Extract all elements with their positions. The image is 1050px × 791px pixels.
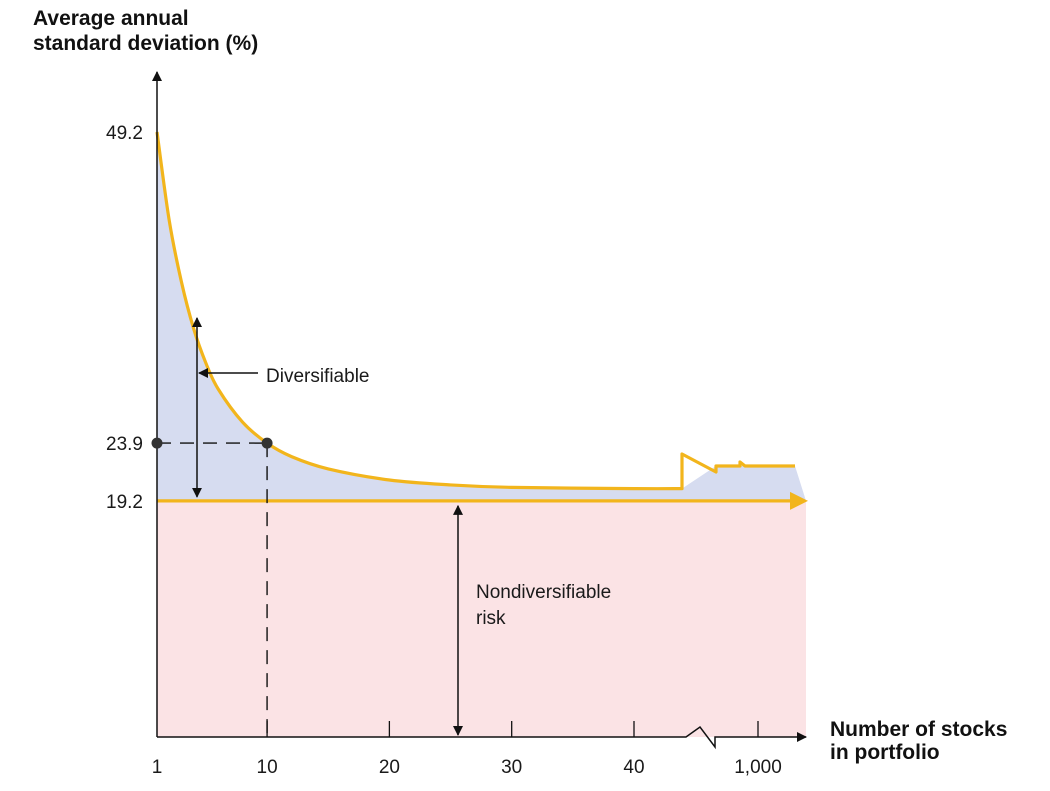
- nondiversifiable-label-line-2: risk: [476, 608, 506, 629]
- x-tick-marks: [266, 721, 759, 737]
- diversifiable-label: Diversifiable: [266, 366, 369, 387]
- x-axis-title-line-2: in portfolio: [830, 741, 940, 764]
- y-tick-labels: 49.2 23.9 19.2: [106, 123, 143, 513]
- highlight-point-on-axis: [151, 437, 163, 449]
- x-tick-label-0: 1: [152, 757, 163, 778]
- x-axis: [157, 725, 807, 750]
- x-axis-title-line-1: Number of stocks: [830, 718, 1007, 741]
- y-tick-label-2: 19.2: [106, 492, 143, 513]
- x-tick-label-3: 30: [501, 757, 522, 778]
- diversifiable-risk-area: [157, 132, 806, 501]
- x-tick-label-4: 40: [623, 757, 644, 778]
- x-tick-label-2: 20: [379, 757, 400, 778]
- highlight-point-on-curve: [261, 437, 273, 449]
- nondiversifiable-label-line-1: Nondiversifiable: [476, 582, 611, 603]
- y-axis-title-line-2: standard deviation (%): [33, 32, 258, 55]
- y-tick-label-1: 23.9: [106, 434, 143, 455]
- x-tick-labels: 1 10 20 30 40 1,000: [152, 757, 782, 778]
- x-tick-label-1: 10: [257, 757, 278, 778]
- standard-deviation-curve: [155, 131, 795, 491]
- y-axis-title-line-1: Average annual: [33, 7, 189, 30]
- y-tick-label-0: 49.2: [106, 123, 143, 144]
- nondiversifiable-level-arrowhead: [790, 491, 808, 510]
- x-tick-label-5: 1,000: [734, 757, 782, 778]
- nondiversifiable-risk-area: [157, 500, 806, 737]
